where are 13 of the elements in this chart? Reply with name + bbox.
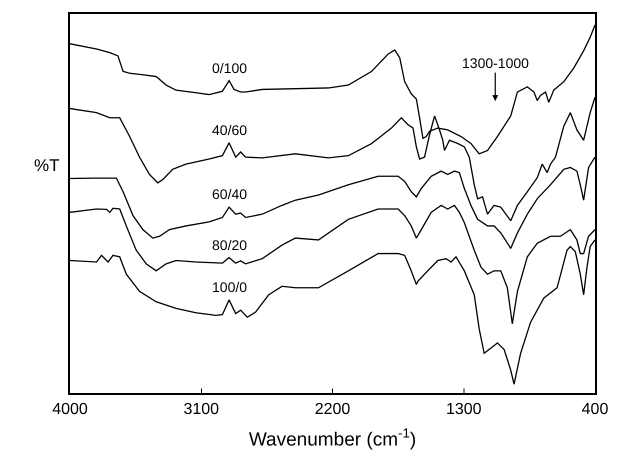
x-tick-label: 3100: [183, 400, 220, 418]
x-tick-label: 400: [582, 400, 608, 418]
series-label: 0/100: [212, 60, 248, 76]
x-tick-label: 1300: [446, 400, 482, 418]
series-label: 40/60: [212, 122, 248, 138]
x-axis-title: Wavenumber (cm$^{-1}$): [248, 425, 416, 450]
y-axis-title: %T: [34, 156, 60, 175]
x-tick-label: 4000: [52, 400, 88, 418]
series-label: 100/0: [212, 279, 248, 295]
x-tick-label: 2200: [314, 400, 350, 418]
series-label: 60/40: [212, 186, 248, 202]
series-label: 80/20: [212, 237, 248, 253]
annotation: 1300-1000: [462, 55, 530, 71]
